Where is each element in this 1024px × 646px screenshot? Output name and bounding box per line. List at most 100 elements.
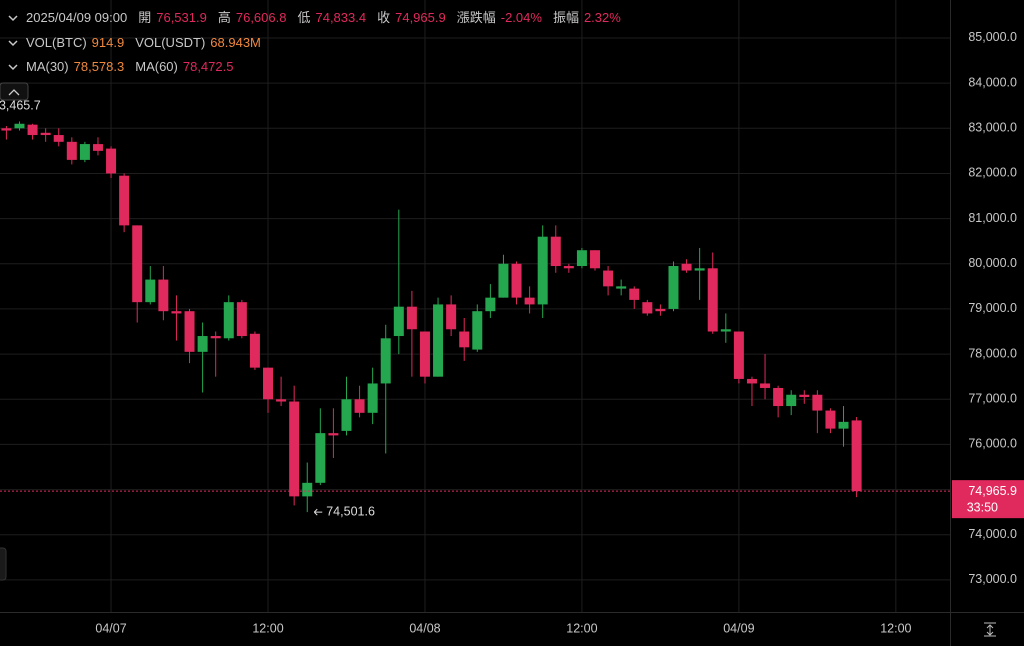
y-tick-label: 82,000.0 xyxy=(968,166,1017,180)
candle-body xyxy=(14,123,25,129)
ma-row[interactable]: MA(30) 78,578.3 MA(60) 78,472.5 xyxy=(8,55,627,80)
candle-body xyxy=(341,399,352,431)
ohlc-row[interactable]: 2025/04/09 09:00 開 76,531.9 高 76,606.8 低 74,8… xyxy=(8,6,627,31)
x-tick-label: 12:00 xyxy=(880,621,911,635)
volume-row[interactable]: VOL(BTC) 914.9 VOL(USDT) 68.943M xyxy=(8,31,627,56)
candle-body xyxy=(419,331,430,377)
candle-body xyxy=(328,433,339,436)
ohlc: 開 76,531.9 高 76,606.8 低 74,833.4 收 74,965.9 漲跌幅 -… xyxy=(138,6,627,31)
collapse-button xyxy=(0,82,29,101)
candle-body xyxy=(524,297,535,305)
candle-body xyxy=(681,263,692,271)
chevron[interactable] xyxy=(8,13,18,23)
candle-body xyxy=(838,421,849,429)
ma: MA(30) 78,578.3 MA(60) 78,472.5 xyxy=(26,55,239,80)
candle-body xyxy=(707,268,718,332)
collapse-icon xyxy=(8,89,20,96)
candle-body xyxy=(511,263,522,298)
chevron[interactable] xyxy=(8,62,18,72)
y-tick-label: 79,000.0 xyxy=(968,301,1017,315)
y-tick-label: 85,000.0 xyxy=(968,30,1017,44)
candle-body xyxy=(145,279,156,303)
side-handle xyxy=(0,547,7,581)
candle-body xyxy=(197,336,208,352)
time: 2025/04/09 09:00 xyxy=(26,10,128,25)
legend-value: -2.04% xyxy=(500,10,542,25)
legend-value: 76,606.8 xyxy=(235,10,287,25)
candle-body xyxy=(106,148,117,174)
candle-body xyxy=(603,270,614,287)
candle-body xyxy=(40,132,51,136)
y-tick-label: 76,000.0 xyxy=(968,437,1017,451)
low-marker-arrow xyxy=(313,508,323,516)
legend-label: 低 xyxy=(297,10,311,25)
candle-body xyxy=(799,394,810,398)
candle-body xyxy=(812,394,823,411)
candle-body xyxy=(1,128,12,131)
last-price-label: 74,965.9 xyxy=(968,484,1017,498)
candle-body xyxy=(825,410,836,429)
candle-body xyxy=(184,311,195,352)
legend-label: 振幅 xyxy=(552,10,579,25)
candle-body xyxy=(472,311,483,350)
legend-label: MA(30) xyxy=(26,59,69,74)
candle-body xyxy=(263,367,274,400)
candle-body xyxy=(563,266,574,269)
y-tick-label: 74,000.0 xyxy=(968,527,1017,541)
candle-body xyxy=(498,263,509,298)
candle-body xyxy=(406,306,417,330)
legend-value: 2.32% xyxy=(583,10,621,25)
candle-body xyxy=(851,420,862,492)
countdown: 33:50 xyxy=(967,500,998,514)
high-marker-label: 83,465.7 xyxy=(0,98,41,112)
legend-value: 914.9 xyxy=(91,34,125,50)
candle-body xyxy=(315,433,326,483)
candle-body xyxy=(576,250,587,267)
candle-body xyxy=(590,250,601,269)
candle-body xyxy=(459,331,470,348)
y-tick-label: 83,000.0 xyxy=(968,121,1017,135)
candle-body xyxy=(393,306,404,337)
legend-value: 78,472.5 xyxy=(182,59,234,74)
candle-body xyxy=(210,336,221,339)
candle-body xyxy=(720,329,731,332)
candle-body xyxy=(642,302,653,314)
legend-value: 74,833.4 xyxy=(315,10,367,25)
candle-body xyxy=(485,297,496,312)
candle-body xyxy=(92,144,103,151)
legend-value: 74,965.9 xyxy=(395,10,446,25)
candle-body xyxy=(223,302,234,339)
candle-body xyxy=(236,302,247,337)
candle-body xyxy=(27,124,38,136)
candle-body xyxy=(629,288,640,300)
legend-value: 78,578.3 xyxy=(73,59,125,74)
candle-body xyxy=(289,401,300,497)
candle-body xyxy=(760,383,771,388)
candle-body xyxy=(276,399,287,402)
legend-label: 漲跌幅 xyxy=(456,10,496,25)
chevron[interactable] xyxy=(8,38,18,48)
x-tick-label: 04/07 xyxy=(95,621,126,635)
legend-label: 開 xyxy=(138,10,152,25)
candle-body xyxy=(694,268,705,271)
candle-body xyxy=(171,311,182,314)
x-tick-label: 12:00 xyxy=(566,621,597,635)
low-marker-label: 74,501.6 xyxy=(326,504,375,518)
legend-label: 高 xyxy=(217,10,231,25)
candle-body xyxy=(380,338,391,384)
legend-label: VOL(BTC) xyxy=(26,34,87,50)
candle-body xyxy=(79,144,90,160)
legend-value: 76,531.9 xyxy=(156,10,207,25)
y-tick-label: 73,000.0 xyxy=(968,572,1017,586)
candle-body xyxy=(746,378,757,384)
legend: 2025/04/09 09:00 開 76,531.9 高 76,606.8 低 74,8… xyxy=(8,6,627,80)
y-tick-label: 77,000.0 xyxy=(968,392,1017,406)
y-tick-label: 80,000.0 xyxy=(968,256,1017,270)
candle-body xyxy=(733,331,744,379)
candle-body xyxy=(158,279,169,312)
candle-body xyxy=(354,399,365,413)
candle-body xyxy=(132,225,143,303)
volume: VOL(BTC) 914.9 VOL(USDT) 68.943M xyxy=(26,31,267,56)
